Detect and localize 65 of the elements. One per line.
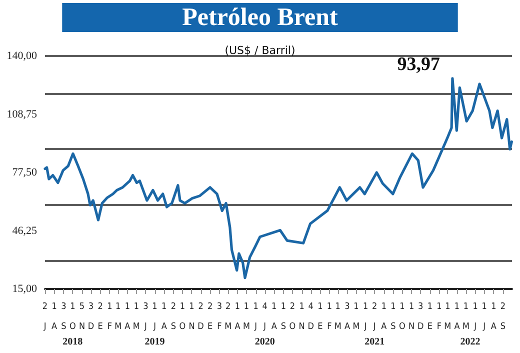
x-tick-label: 3 S: [61, 302, 66, 332]
x-tick-label: 1 F: [326, 302, 332, 332]
x-tick-label: 1 N: [298, 302, 305, 332]
x-tick-label: 1 E: [318, 302, 323, 332]
x-tick-label: 1 J: [472, 302, 478, 332]
chart-title: Petróleo Brent: [182, 4, 339, 31]
x-tick-label: 3 D: [88, 302, 94, 332]
x-tick-label: 1 O: [69, 302, 76, 332]
y-tick-label: 140,00: [6, 50, 38, 62]
x-tick-label: 5 N: [78, 302, 86, 332]
x-tick-label: 1 F: [107, 302, 112, 332]
x2-tick-label: 2022: [460, 336, 480, 348]
x-tick-label: 1 A: [234, 302, 241, 332]
x-tick-label: 2 S: [170, 302, 176, 332]
x-tick-label: 1 S: [390, 302, 396, 332]
x-tick-label: 2 E: [98, 302, 103, 332]
x2-tick-label: 2019: [144, 336, 165, 348]
x-tick-label: 1 N: [408, 302, 415, 332]
x-tick-label: 4 D: [308, 302, 314, 332]
x-tick-label: 1 J: [152, 302, 158, 332]
x-tick-label: 1 E: [427, 302, 432, 332]
x-tick-label: 1 A: [52, 302, 58, 332]
x-tick-label: 2 D: [198, 302, 204, 332]
y-tick-label: 108,75: [6, 108, 38, 120]
x-tick-label: 1 J: [253, 302, 258, 332]
x-tick-label: 3 F: [216, 302, 222, 332]
x-tick-label: 3 J: [143, 302, 148, 332]
x-tick-label: 1 S: [280, 302, 286, 332]
chart-subtitle: (US$ / Barril): [224, 44, 296, 57]
x-tick-label: 1 F: [436, 302, 442, 332]
x-tick-label: 1 M: [242, 302, 250, 332]
y-tick-label: 15,00: [12, 283, 38, 295]
x-tick-label: 1 M: [114, 302, 122, 332]
x2-tick-label: 2021: [364, 336, 385, 348]
x-tick-label: 1 N: [188, 302, 195, 332]
x-tick-label: 1 J: [362, 302, 368, 332]
x-tick-label: 1 A: [124, 302, 131, 332]
x-tick-label: 1 O: [179, 302, 186, 332]
annotation: 93,97: [397, 54, 440, 75]
x-tick-label: 4 J: [262, 302, 268, 332]
x-tick-label: 1 A: [161, 302, 168, 332]
line-series: [44, 77, 513, 280]
x-tick-label: 3 D: [417, 302, 424, 332]
x-tick-label: 3 A: [344, 302, 350, 332]
x-tick-label: 1 O: [399, 302, 406, 332]
x-tick-label: 1 M: [444, 302, 452, 332]
x-tick-label: 1 M: [334, 302, 342, 332]
x-tick-label: 1 A: [454, 302, 460, 332]
x-tick-label: 1 A: [381, 302, 388, 332]
x-tick-label: 2 O: [289, 302, 296, 332]
x-tick-label: 2 E: [208, 302, 213, 332]
x-tick-label: 1 M: [132, 302, 140, 332]
x-tick-label: 1 M: [352, 302, 360, 332]
x-tick-label: 1 J: [482, 302, 487, 332]
x-tick-label: 1 M: [462, 302, 470, 332]
x-tick-label: 1 A: [490, 302, 497, 332]
x-tick-label: 2 M: [224, 302, 232, 332]
y-tick-label: 77,50: [12, 166, 38, 178]
x-tick-label: 2 J: [42, 302, 48, 332]
y-tick-label: 46,25: [12, 224, 38, 237]
x2-tick-label: 2018: [62, 336, 83, 348]
x-tick-label: 1 A: [271, 302, 278, 332]
x-tick-label: 2 S: [500, 302, 506, 332]
x-tick-label: 2 J: [372, 302, 378, 332]
x2-tick-label: 2020: [254, 336, 275, 348]
